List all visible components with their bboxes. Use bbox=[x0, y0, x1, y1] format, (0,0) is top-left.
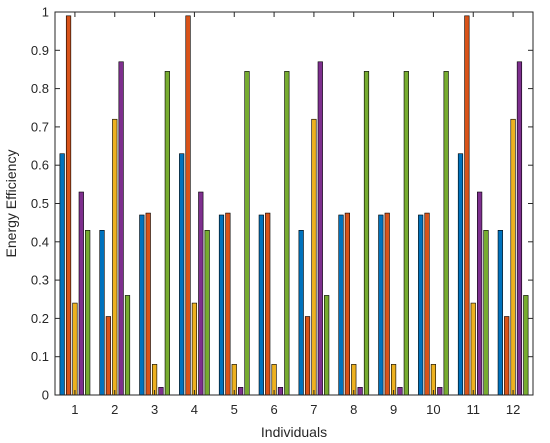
x-tick-label: 4 bbox=[191, 402, 198, 417]
bar-series5-10 bbox=[443, 71, 449, 396]
bar-series1-3 bbox=[139, 214, 145, 396]
bar-series5-4 bbox=[204, 230, 210, 396]
bar-series4-12 bbox=[516, 61, 523, 396]
bar-series5-3 bbox=[164, 71, 170, 396]
bar-series2-5 bbox=[225, 212, 231, 396]
bar-series1-11 bbox=[457, 153, 464, 396]
y-tick-label: 0.6 bbox=[31, 158, 49, 173]
y-tick-label: 1 bbox=[42, 5, 49, 20]
bar-series1-8 bbox=[338, 214, 344, 396]
bar-series4-9 bbox=[397, 387, 403, 396]
bars-layer bbox=[59, 15, 529, 396]
bar-series5-7 bbox=[324, 295, 330, 396]
y-axis-label: Energy Efficiency bbox=[3, 150, 19, 258]
x-tick-label: 10 bbox=[426, 402, 440, 417]
bar-series2-1 bbox=[65, 15, 72, 396]
x-tick-label: 12 bbox=[506, 402, 520, 417]
x-axis-label: Individuals bbox=[261, 424, 327, 440]
bar-series1-6 bbox=[258, 214, 264, 396]
bar-series3-12 bbox=[510, 118, 516, 396]
bar-series5-2 bbox=[124, 295, 131, 396]
y-tick-label: 0.9 bbox=[31, 43, 49, 58]
bar-series2-7 bbox=[304, 316, 311, 396]
bar-series1-9 bbox=[378, 214, 384, 396]
x-tick-label: 7 bbox=[310, 402, 317, 417]
bar-series5-12 bbox=[523, 295, 529, 396]
bar-series5-8 bbox=[363, 71, 370, 396]
bar-series4-7 bbox=[317, 61, 323, 396]
bar-series5-11 bbox=[483, 230, 489, 396]
bar-series1-5 bbox=[218, 214, 225, 396]
bar-series5-5 bbox=[244, 71, 250, 396]
y-tick-label: 0.8 bbox=[31, 81, 49, 96]
y-tick-label: 0.2 bbox=[31, 311, 49, 326]
y-tick-label: 0.1 bbox=[31, 349, 49, 364]
bar-series4-2 bbox=[118, 61, 124, 396]
bar-series3-2 bbox=[112, 118, 118, 396]
x-tick-label: 9 bbox=[390, 402, 397, 417]
bar-series1-2 bbox=[99, 230, 105, 396]
y-tick-label: 0.4 bbox=[31, 234, 49, 249]
x-tick-label: 1 bbox=[71, 402, 78, 417]
bar-series1-12 bbox=[497, 230, 503, 396]
bar-series3-7 bbox=[311, 118, 317, 396]
bar-series5-6 bbox=[284, 71, 290, 396]
bar-series4-4 bbox=[198, 191, 204, 396]
bar-series2-2 bbox=[105, 316, 111, 396]
bar-series4-10 bbox=[437, 387, 443, 396]
bar-series2-6 bbox=[265, 212, 271, 396]
x-tick-label: 8 bbox=[350, 402, 357, 417]
x-tick-label: 6 bbox=[270, 402, 277, 417]
bar-series4-8 bbox=[357, 387, 363, 396]
x-tick-label: 3 bbox=[151, 402, 158, 417]
bar-series3-4 bbox=[191, 302, 198, 396]
bar-series2-11 bbox=[464, 15, 470, 396]
y-tick-label: 0.5 bbox=[31, 196, 49, 211]
bar-series2-3 bbox=[145, 212, 151, 396]
bar-series2-8 bbox=[344, 212, 350, 396]
bar-series4-11 bbox=[477, 191, 483, 396]
x-tick-label: 11 bbox=[467, 402, 481, 417]
bar-series1-1 bbox=[59, 153, 65, 396]
bar-series5-1 bbox=[85, 230, 91, 396]
bar-series4-1 bbox=[78, 191, 84, 396]
bar-series2-4 bbox=[185, 15, 191, 396]
bar-series4-6 bbox=[277, 387, 284, 396]
bar-series1-10 bbox=[418, 214, 424, 396]
bar-series3-1 bbox=[72, 302, 78, 396]
bar-series2-9 bbox=[384, 212, 390, 396]
bar-series4-5 bbox=[238, 387, 244, 396]
y-tick-label: 0.3 bbox=[31, 273, 49, 288]
y-tick-label: 0.7 bbox=[31, 119, 49, 134]
bar-series1-4 bbox=[179, 153, 185, 396]
bar-series4-3 bbox=[158, 387, 164, 396]
x-tick-label: 2 bbox=[111, 402, 118, 417]
y-axis: 0 0.1 0.2 0.3 0.4 0.5 0.6 0.7 0.8 0.9 1 bbox=[31, 5, 533, 403]
x-tick-label: 5 bbox=[231, 402, 238, 417]
y-tick-label: 0 bbox=[42, 388, 49, 403]
bar-series2-12 bbox=[504, 316, 510, 396]
bar-series5-9 bbox=[403, 71, 409, 396]
bar-series2-10 bbox=[424, 212, 430, 396]
bar-series3-11 bbox=[470, 302, 476, 396]
x-axis: 1 2 3 4 5 6 7 8 9 10 11 12 bbox=[71, 12, 520, 417]
bar-series1-7 bbox=[298, 230, 304, 396]
